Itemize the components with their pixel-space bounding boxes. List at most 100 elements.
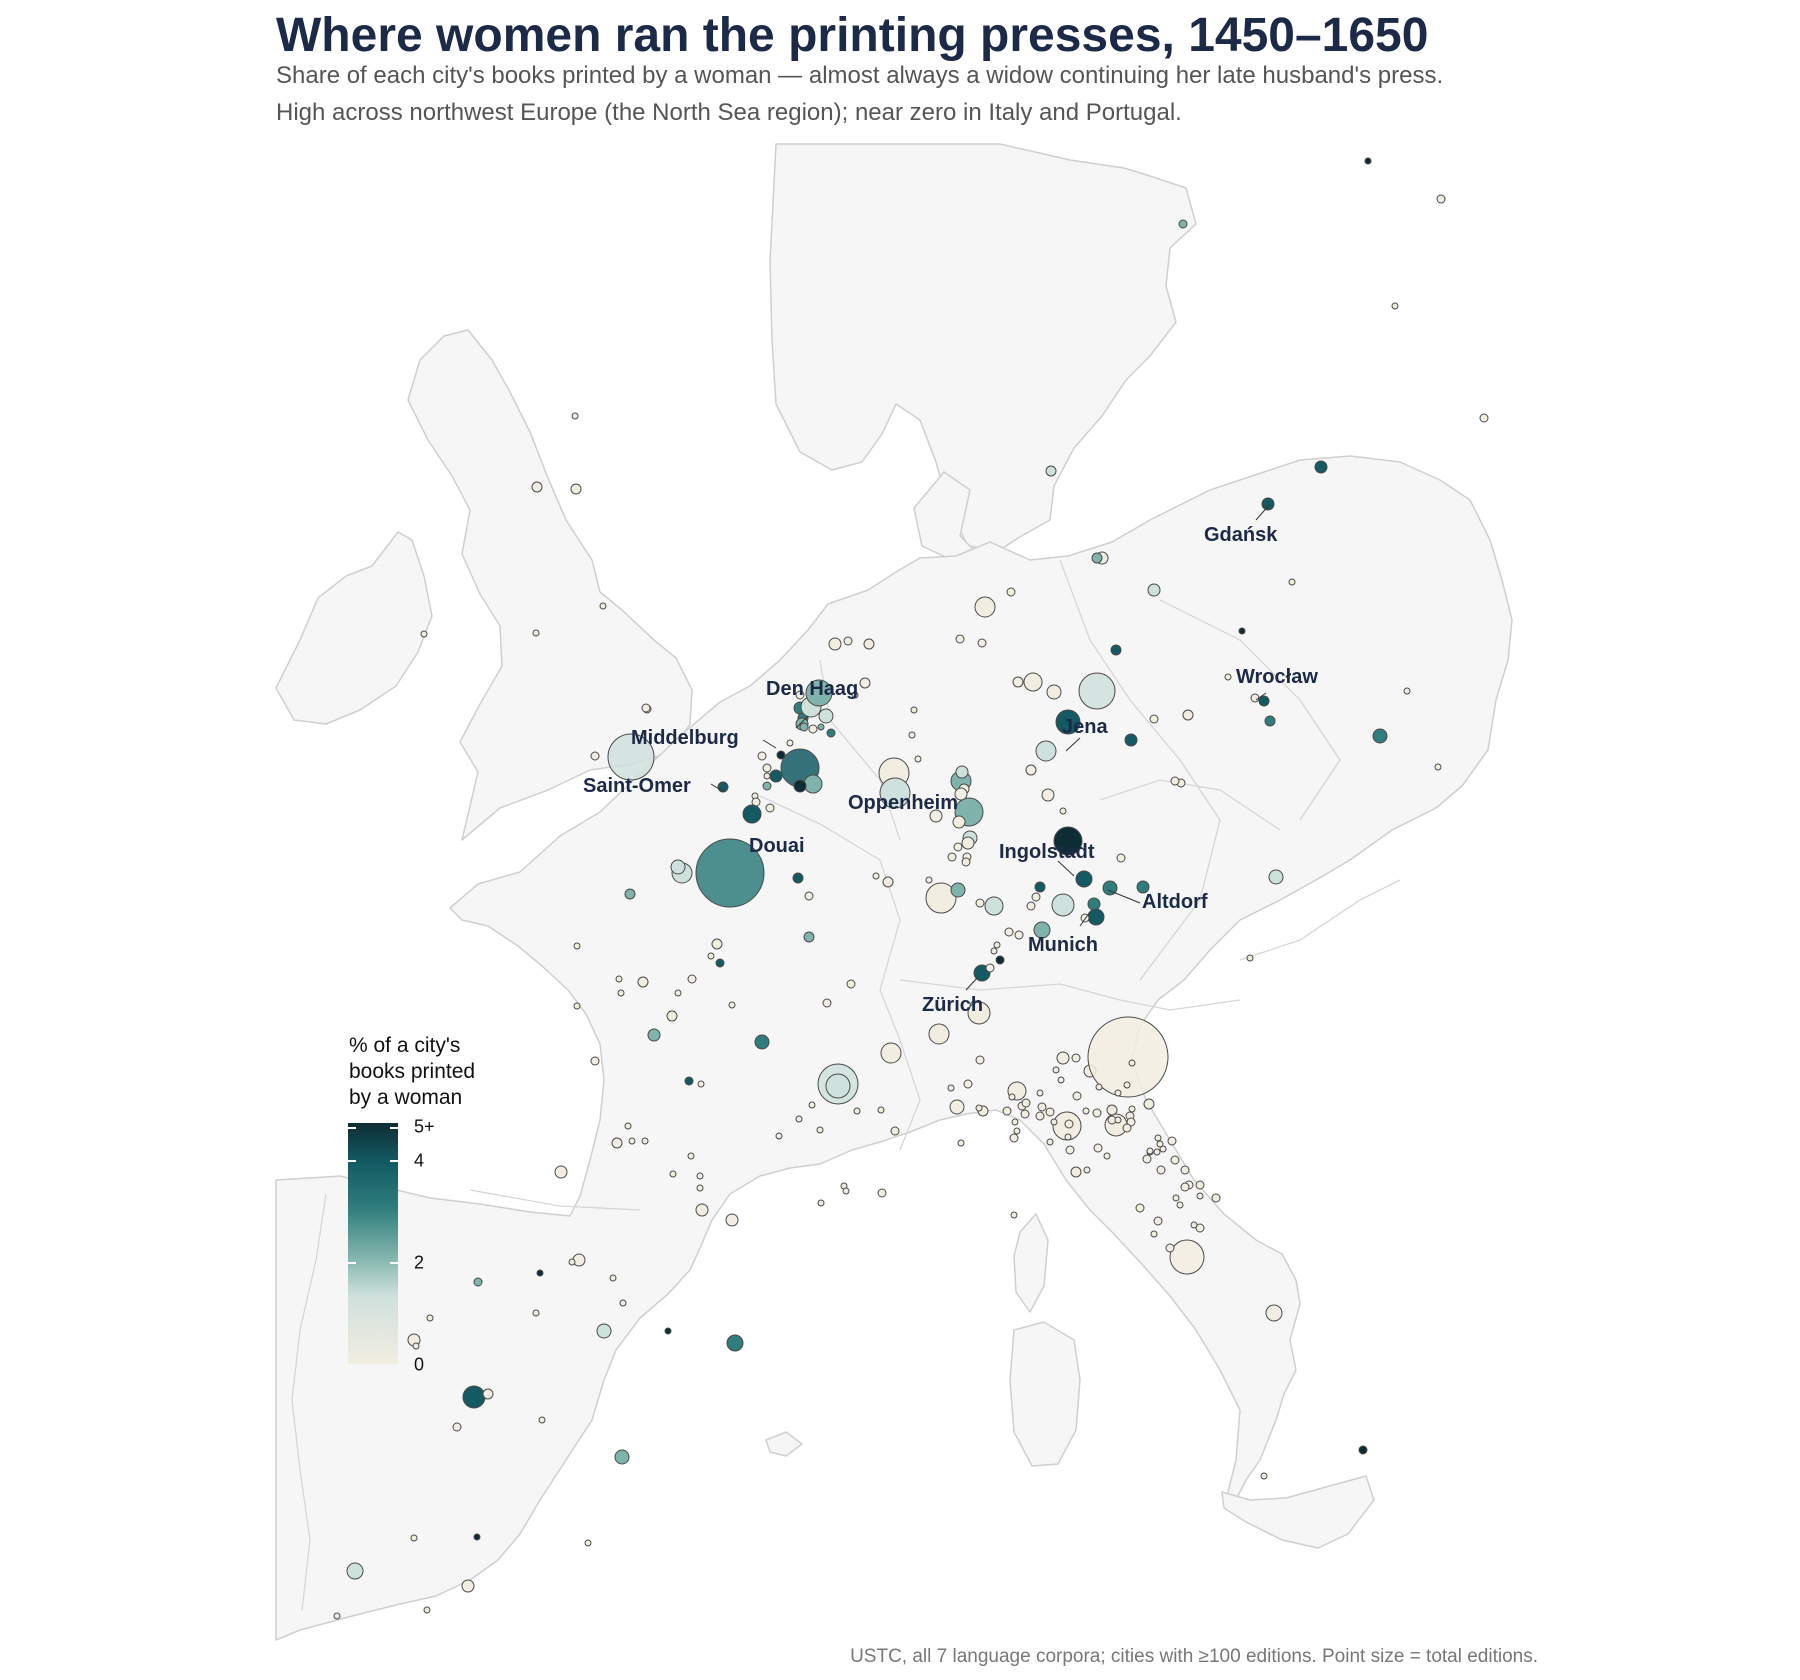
city-point xyxy=(1004,927,1014,937)
city-point xyxy=(1153,1148,1161,1156)
city-point xyxy=(1050,1118,1058,1126)
legend-tick-label-5plus: 5+ xyxy=(414,1116,435,1137)
legend-title-line-2: books printed xyxy=(349,1060,476,1083)
city-point xyxy=(877,1106,885,1114)
city-point xyxy=(538,1416,546,1424)
city-point xyxy=(1268,869,1284,885)
city-point xyxy=(707,952,715,960)
legend-title-line-1: % of a city's xyxy=(349,1034,461,1057)
city-point xyxy=(584,1539,592,1547)
city-point xyxy=(410,1534,418,1542)
city-point xyxy=(985,963,995,973)
city-point xyxy=(1265,1304,1283,1322)
city-point xyxy=(990,947,998,955)
city-point xyxy=(762,763,772,773)
land-corsica xyxy=(1013,1213,1049,1313)
city-label-douai: Douai xyxy=(749,835,805,857)
city-point xyxy=(967,1001,991,1025)
city-point xyxy=(573,942,581,950)
city-point xyxy=(1149,714,1159,724)
city-point xyxy=(536,1269,544,1277)
legend-tick-mark-2-right xyxy=(390,1262,398,1264)
city-point xyxy=(1358,1445,1368,1455)
city-point xyxy=(1045,465,1057,477)
city-point xyxy=(532,1309,540,1317)
land-denmark xyxy=(913,471,981,561)
city-point xyxy=(822,998,832,1008)
city-point xyxy=(804,891,814,901)
city-point xyxy=(1020,1109,1030,1119)
city-label-ingolstadt: Ingolstadt xyxy=(999,841,1095,863)
city-point xyxy=(846,979,856,989)
city-point xyxy=(1196,1192,1204,1200)
city-point xyxy=(953,842,963,852)
city-point xyxy=(763,772,771,780)
city-point xyxy=(1035,740,1057,762)
city-point xyxy=(842,1187,850,1195)
city-point xyxy=(570,483,582,495)
city-point xyxy=(462,1385,486,1409)
city-label-altdorf: Altdorf xyxy=(1142,891,1208,913)
city-points-layer xyxy=(333,157,1489,1620)
city-point xyxy=(1052,1066,1060,1074)
city-point xyxy=(1008,1093,1016,1101)
city-point xyxy=(1246,954,1254,962)
city-point xyxy=(984,896,1004,916)
city-point xyxy=(1056,1051,1070,1065)
city-point xyxy=(1260,1472,1268,1480)
city-point xyxy=(647,1028,661,1042)
land-balearics xyxy=(765,1431,803,1457)
subtitle-line-2: High across northwest Europe (the North … xyxy=(276,99,1182,126)
label-leaders xyxy=(710,503,1271,991)
city-point xyxy=(1224,673,1232,681)
city-point xyxy=(882,876,894,888)
legend-tick-mark-5 xyxy=(348,1127,356,1129)
city-point xyxy=(890,1126,900,1136)
city-point xyxy=(1143,1098,1155,1110)
city-point xyxy=(590,751,600,761)
city-point xyxy=(1023,672,1043,692)
city-point xyxy=(947,852,957,862)
city-point xyxy=(1070,1166,1082,1178)
city-point xyxy=(1190,1221,1198,1229)
city-point xyxy=(1142,1154,1152,1164)
source-caption: USTC, all 7 language corpora; cities wit… xyxy=(850,1646,1538,1667)
city-point xyxy=(908,731,916,739)
city-point xyxy=(696,1172,704,1180)
city-point xyxy=(963,1079,973,1089)
city-point xyxy=(1053,826,1083,856)
city-point xyxy=(818,708,834,724)
city-point xyxy=(1258,695,1270,707)
city-point xyxy=(1169,1239,1205,1275)
city-point xyxy=(954,787,968,801)
city-point xyxy=(808,1101,816,1109)
city-point xyxy=(1041,788,1055,802)
city-point xyxy=(1264,715,1276,727)
city-point xyxy=(1479,413,1489,423)
legend-tick-mark-5-right xyxy=(390,1127,398,1129)
land-sicily xyxy=(1221,1475,1375,1549)
city-point xyxy=(1092,1108,1102,1118)
city-point xyxy=(1170,776,1180,786)
city-point xyxy=(1091,552,1103,564)
city-point xyxy=(674,989,682,997)
city-point xyxy=(1128,1105,1136,1113)
city-point xyxy=(346,1562,364,1580)
city-point xyxy=(1159,1145,1167,1153)
city-point xyxy=(1180,1182,1190,1192)
city-point xyxy=(1250,693,1260,703)
city-point xyxy=(1035,1111,1045,1121)
city-point xyxy=(928,1023,950,1045)
city-point xyxy=(619,1299,627,1307)
city-point xyxy=(993,941,1001,949)
border-poland xyxy=(1159,599,1341,821)
city-point xyxy=(611,1137,623,1149)
city-point xyxy=(1009,1133,1019,1143)
city-point xyxy=(1087,908,1105,926)
land-scandinavia xyxy=(769,143,1197,551)
city-point xyxy=(1195,1223,1205,1233)
city-point xyxy=(1238,627,1246,635)
city-point xyxy=(1046,684,1062,700)
city-point xyxy=(843,636,853,646)
city-label-gdansk: Gdańsk xyxy=(1204,524,1278,546)
